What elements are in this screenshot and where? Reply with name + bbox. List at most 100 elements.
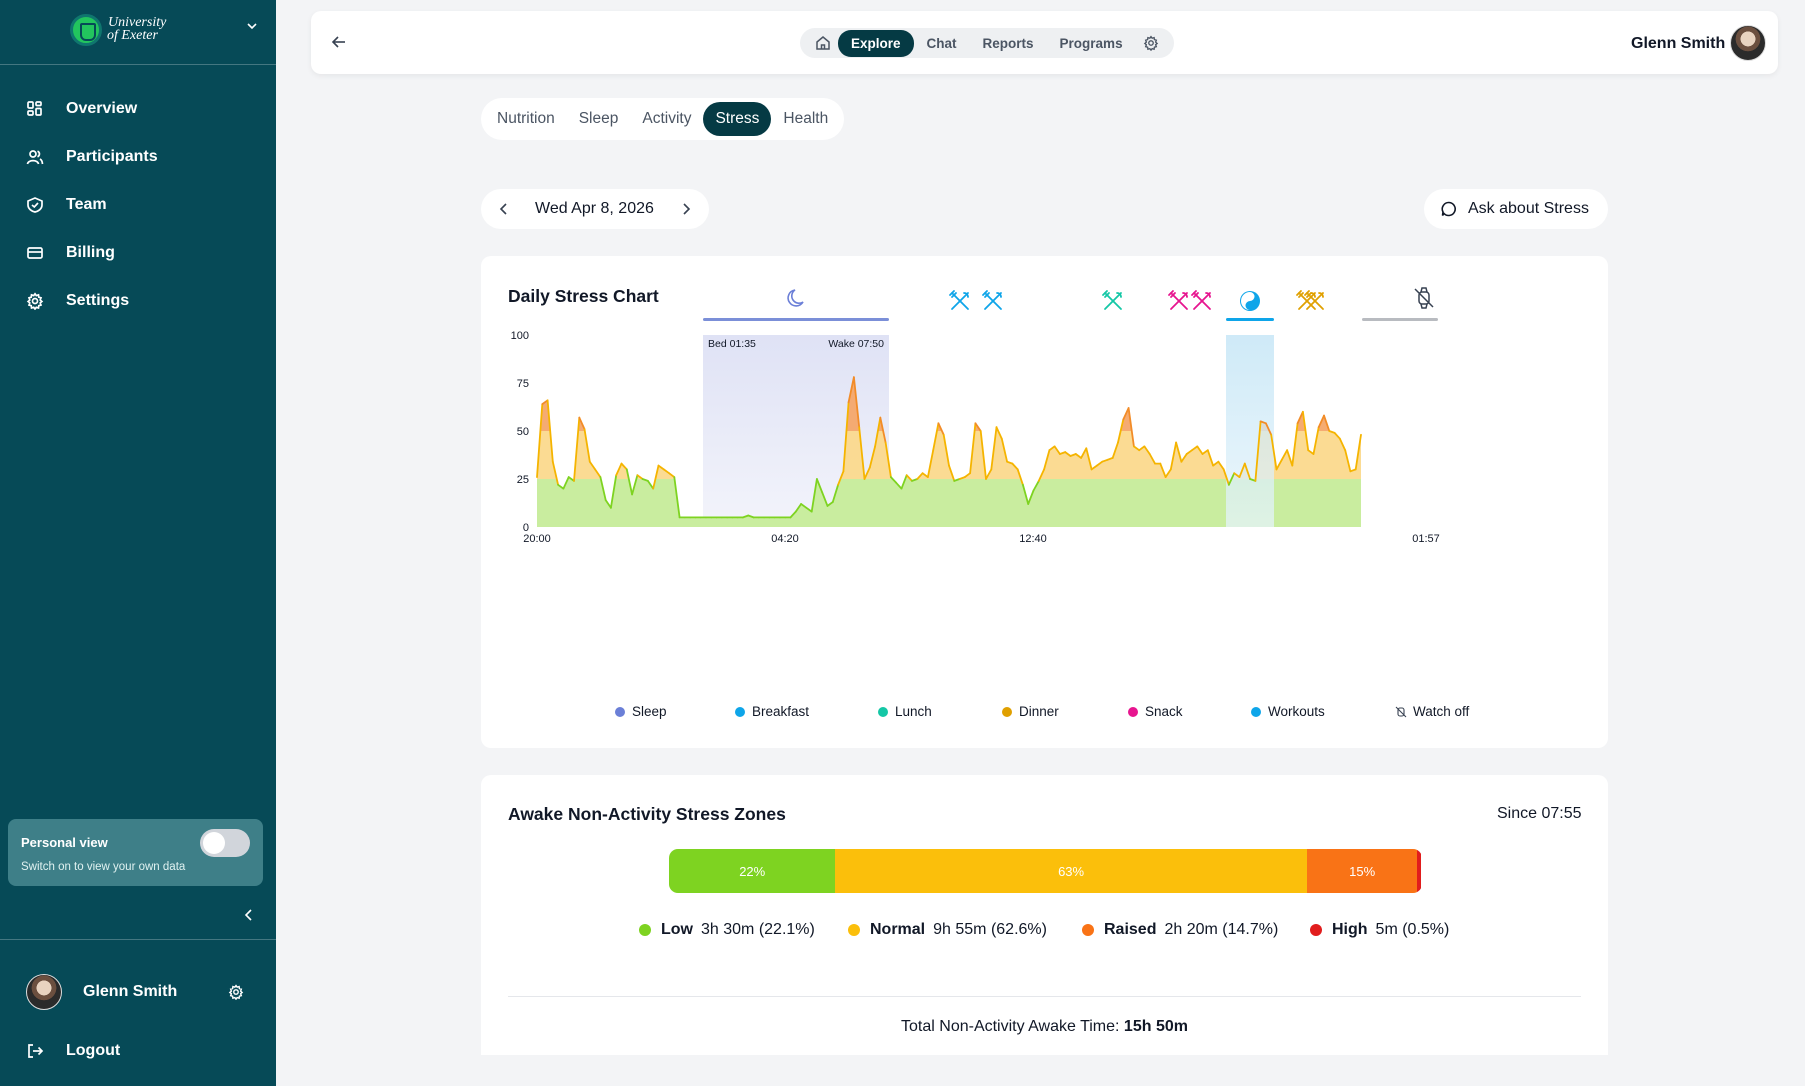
stress-line-segment [1206, 449, 1214, 467]
utensils-icon[interactable] [1102, 290, 1122, 310]
stress-line-segment [1302, 410, 1310, 452]
legend-item-lunch[interactable]: Lunch [878, 704, 932, 719]
stress-line-segment [1191, 445, 1199, 452]
stress-line-segment [868, 445, 877, 469]
stress-line-segment [884, 441, 892, 479]
stress-line-segment [1037, 468, 1045, 482]
tab-explore[interactable]: Explore [838, 29, 914, 57]
sidebar-item-participants[interactable]: Participants [0, 133, 276, 181]
stress-line-segment [742, 514, 750, 519]
sidebar-item-team[interactable]: Team [0, 181, 276, 229]
personal-view-toggle[interactable] [200, 829, 250, 857]
stress-line-segment [1354, 433, 1362, 471]
tab-sleep[interactable]: Sleep [578, 110, 619, 127]
zone-value: 5m (0.5%) [1375, 921, 1450, 938]
stress-chart[interactable]: 0 25 50 75 100 20:00 04:20 12:40 01:57 Bed 01:35 W… [481, 256, 1608, 696]
utensils-stroke [1318, 292, 1324, 298]
zones-title: Awake Non-Activity Stress Zones [508, 804, 786, 824]
watch-off-icon[interactable] [1414, 287, 1434, 309]
stress-line-segment [1027, 489, 1035, 505]
utensils-stroke [1182, 292, 1188, 298]
brand-line-1: University [108, 15, 167, 30]
legend-item-breakfast[interactable]: Breakfast [735, 704, 809, 719]
legend-item-workouts[interactable]: Workouts [1251, 704, 1325, 719]
grid-icon [27, 101, 42, 116]
tab-activity[interactable]: Activity [642, 110, 692, 127]
utensils-icon[interactable] [1304, 290, 1324, 310]
legend-label: Dinner [1019, 704, 1059, 719]
legend-item-sleep[interactable]: Sleep [615, 704, 667, 719]
utensils-icon[interactable] [982, 290, 1002, 310]
stress-line-segment [1339, 437, 1347, 452]
utensils-icon[interactable] [1168, 290, 1188, 310]
users-icon [26, 150, 44, 165]
utensils-stroke [949, 290, 955, 296]
stress-line-segment [1011, 462, 1019, 471]
utensils-stroke [1170, 292, 1188, 310]
utensils-stroke [1191, 290, 1197, 296]
moon-icon[interactable] [787, 289, 804, 307]
zone-name: Low [661, 921, 693, 938]
stress-line-segment [963, 472, 972, 479]
stress-line-segment [800, 503, 808, 509]
utensils-stroke [1102, 290, 1108, 296]
stress-line-segment [1122, 407, 1130, 421]
header-settings-button[interactable] [1136, 28, 1166, 58]
stress-line-segment [625, 468, 634, 496]
stress-line-segment [852, 376, 861, 429]
stress-line-segment [932, 422, 940, 452]
utensils-icon[interactable] [949, 290, 969, 310]
legend-item-snack[interactable]: Snack [1128, 704, 1183, 719]
ask-about-stress-button[interactable]: Ask about Stress [1424, 189, 1608, 229]
tab-nutrition[interactable]: Nutrition [497, 110, 555, 127]
tab-stress[interactable]: Stress [703, 102, 772, 136]
sidebar-item-settings[interactable]: Settings [0, 277, 276, 325]
stress-line-segment [1159, 462, 1167, 479]
brand[interactable]: University of Exeter [0, 0, 276, 65]
logout-label: Logout [66, 1042, 121, 1059]
sidebar-item-overview[interactable]: Overview [0, 85, 276, 133]
tab-chat[interactable]: Chat [926, 35, 957, 51]
gear-icon [1143, 35, 1158, 51]
stress-line-segment [1022, 483, 1030, 505]
stress-line-segment [900, 474, 908, 490]
stress-line-segment [546, 399, 554, 463]
stress-line-segment [1243, 462, 1251, 480]
chevron-right-icon[interactable] [679, 202, 693, 216]
home-button[interactable] [808, 28, 838, 58]
utensils-icon[interactable] [1191, 290, 1211, 310]
yin-yang-half [1241, 292, 1255, 310]
stress-line-segment [1127, 407, 1135, 448]
university-logo-icon [70, 14, 102, 46]
card-icon [27, 247, 43, 259]
user-settings-icon[interactable] [228, 984, 244, 1000]
legend-label: Workouts [1268, 704, 1325, 719]
stress-line-segment [1106, 456, 1114, 461]
stress-line-segment [1169, 441, 1177, 471]
collapse-sidebar-icon[interactable] [242, 908, 256, 922]
tab-programs[interactable]: Programs [1059, 35, 1123, 51]
back-arrow-icon[interactable] [330, 33, 348, 51]
legend-item-watch-off[interactable]: Watch off [1395, 704, 1469, 719]
header-user-name: Glenn Smith [1631, 35, 1726, 52]
utensils-stroke [1205, 292, 1211, 298]
y-tick-label: 0 [523, 522, 529, 534]
zone-dot [1082, 924, 1094, 936]
avatar[interactable] [1730, 25, 1766, 61]
logout-button[interactable]: Logout [0, 1036, 276, 1066]
stress-line-segment [673, 476, 681, 519]
stress-line-segment [636, 474, 644, 480]
stress-line-segment [974, 422, 982, 432]
sidebar-item-label: Team [66, 196, 107, 213]
legend-item-dinner[interactable]: Dinner [1002, 704, 1059, 719]
chevron-down-icon[interactable] [246, 20, 258, 32]
stress-line-segment [1111, 441, 1119, 459]
stress-line-segment [810, 478, 818, 513]
tab-health[interactable]: Health [783, 110, 829, 127]
sidebar-item-billing[interactable]: Billing [0, 229, 276, 277]
avatar[interactable] [26, 974, 62, 1010]
stress-line-segment [562, 476, 570, 490]
zone-name: High [1332, 921, 1368, 938]
tab-reports[interactable]: Reports [982, 35, 1034, 51]
chevron-left-icon[interactable] [497, 202, 511, 216]
